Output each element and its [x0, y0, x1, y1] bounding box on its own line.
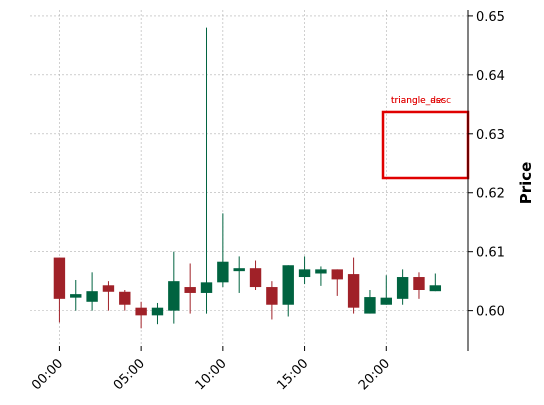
y-tick-label: 0.64 [476, 69, 505, 84]
x-tick-label: 00:00 [29, 356, 66, 393]
pattern-box [381, 110, 470, 180]
x-tick-label: 20:00 [356, 356, 393, 393]
candle-body-up [396, 277, 409, 299]
x-tick-label: 15:00 [274, 356, 311, 393]
candles-layer [53, 27, 442, 329]
candle-body-up [282, 265, 294, 305]
candle-body-up [364, 297, 376, 314]
candle-body-up [86, 291, 98, 302]
candle-body-down [53, 257, 66, 299]
pattern-label: triangle_desc [391, 96, 451, 106]
candle-body-down [119, 291, 131, 305]
y-axis: 0.60 0.61 0.62 0.63 0.64 0.65 [467, 10, 505, 346]
x-axis: 00:00 05:00 10:00 15:00 20:00 [29, 346, 469, 393]
candle-body-down [266, 287, 278, 305]
candle-body-up [151, 307, 164, 316]
candle-body-down [331, 269, 343, 280]
candle-body-down [413, 277, 425, 290]
candle-body-up [168, 281, 180, 311]
y-axis-label: Price [517, 162, 535, 205]
pattern-label: triangle_asc [391, 96, 445, 106]
candle-body-down [184, 287, 196, 293]
x-tick-label: 10:00 [193, 356, 230, 393]
candle-body-up [217, 261, 229, 283]
candle-body-up [200, 282, 213, 293]
candle-body-up [233, 268, 245, 272]
candle-body-up [298, 269, 311, 278]
candle-body-down [347, 274, 360, 308]
candle-body-up [429, 285, 442, 292]
candle-body-down [249, 268, 262, 288]
y-tick-label: 0.62 [476, 187, 505, 202]
y-tick-label: 0.60 [476, 305, 505, 320]
y-tick-label: 0.65 [476, 10, 505, 25]
y-tick-label: 0.63 [476, 128, 505, 143]
candle-body-up [315, 269, 327, 274]
y-tick-label: 0.61 [476, 246, 505, 261]
candle-body-up [70, 294, 82, 298]
candle-body-up [380, 297, 392, 305]
x-tick-label: 05:00 [111, 356, 148, 393]
candle-body-down [135, 307, 147, 316]
candle-body-down [102, 285, 115, 292]
